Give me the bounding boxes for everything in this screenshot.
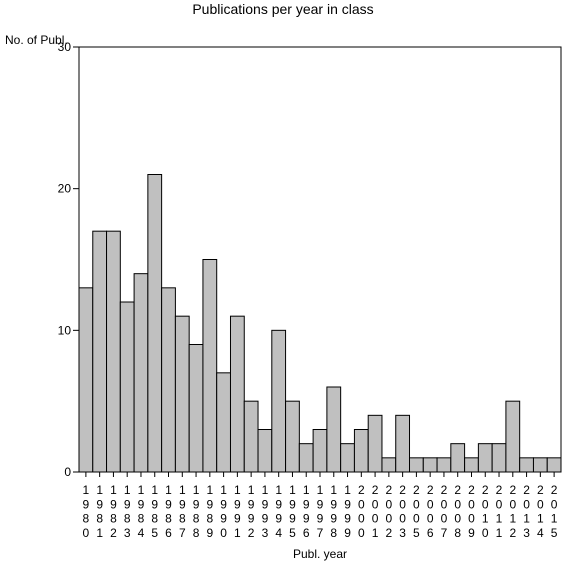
bar-2015 (546, 457, 562, 473)
bar-2006 (422, 457, 438, 473)
bar-2011 (491, 443, 507, 473)
bar-2010 (477, 443, 493, 473)
bar-1983 (119, 301, 135, 473)
bar-1992 (243, 400, 259, 473)
y-tick-label: 0 (64, 465, 71, 479)
bar-1989 (202, 259, 218, 473)
y-tick-label: 10 (58, 323, 72, 337)
bar-1981 (92, 230, 108, 473)
bar-1991 (229, 315, 245, 473)
bar-1982 (106, 230, 121, 473)
bar-2007 (436, 457, 452, 473)
bar-1994 (271, 329, 287, 473)
bar-1999 (340, 443, 355, 473)
chart-title: Publications per year in class (192, 1, 373, 17)
bar-1998 (326, 386, 342, 473)
bars-group (78, 174, 562, 473)
bar-2008 (450, 443, 466, 473)
y-tick-label: 30 (58, 40, 72, 54)
bar-1986 (161, 287, 176, 473)
bar-2001 (367, 414, 383, 473)
bar-1993 (257, 429, 273, 473)
bar-1985 (147, 174, 163, 473)
bar-2009 (464, 457, 479, 473)
bar-1987 (174, 315, 190, 473)
bar-2013 (519, 457, 534, 473)
y-axis-label: No. of Publ. (5, 33, 68, 47)
x-axis-label: Publ. year (293, 547, 347, 561)
bar-1988 (188, 344, 204, 473)
bar-2003 (395, 414, 411, 473)
bar-2002 (381, 457, 397, 473)
bar-2005 (409, 457, 424, 473)
y-axis-ticks: 0 10 20 30 (58, 40, 79, 479)
y-tick-label: 20 (58, 182, 72, 196)
bar-1984 (133, 273, 149, 473)
bar-1997 (312, 429, 328, 473)
bar-1990 (216, 372, 231, 473)
bar-1995 (285, 400, 300, 473)
bar-2014 (532, 457, 548, 473)
bar-1980 (78, 287, 94, 473)
x-axis-ticks: 1 9 8 0 1 9 8 1 1 9 8 2 1 9 8 3 1 9 8 4 1 9 8 5 1 9 8 6 1 9 8 7 1 9 8 8 1 9 8 9… (83, 472, 558, 540)
bar-2000 (353, 429, 369, 473)
bar-1996 (298, 443, 314, 473)
bar-2012 (505, 400, 521, 473)
